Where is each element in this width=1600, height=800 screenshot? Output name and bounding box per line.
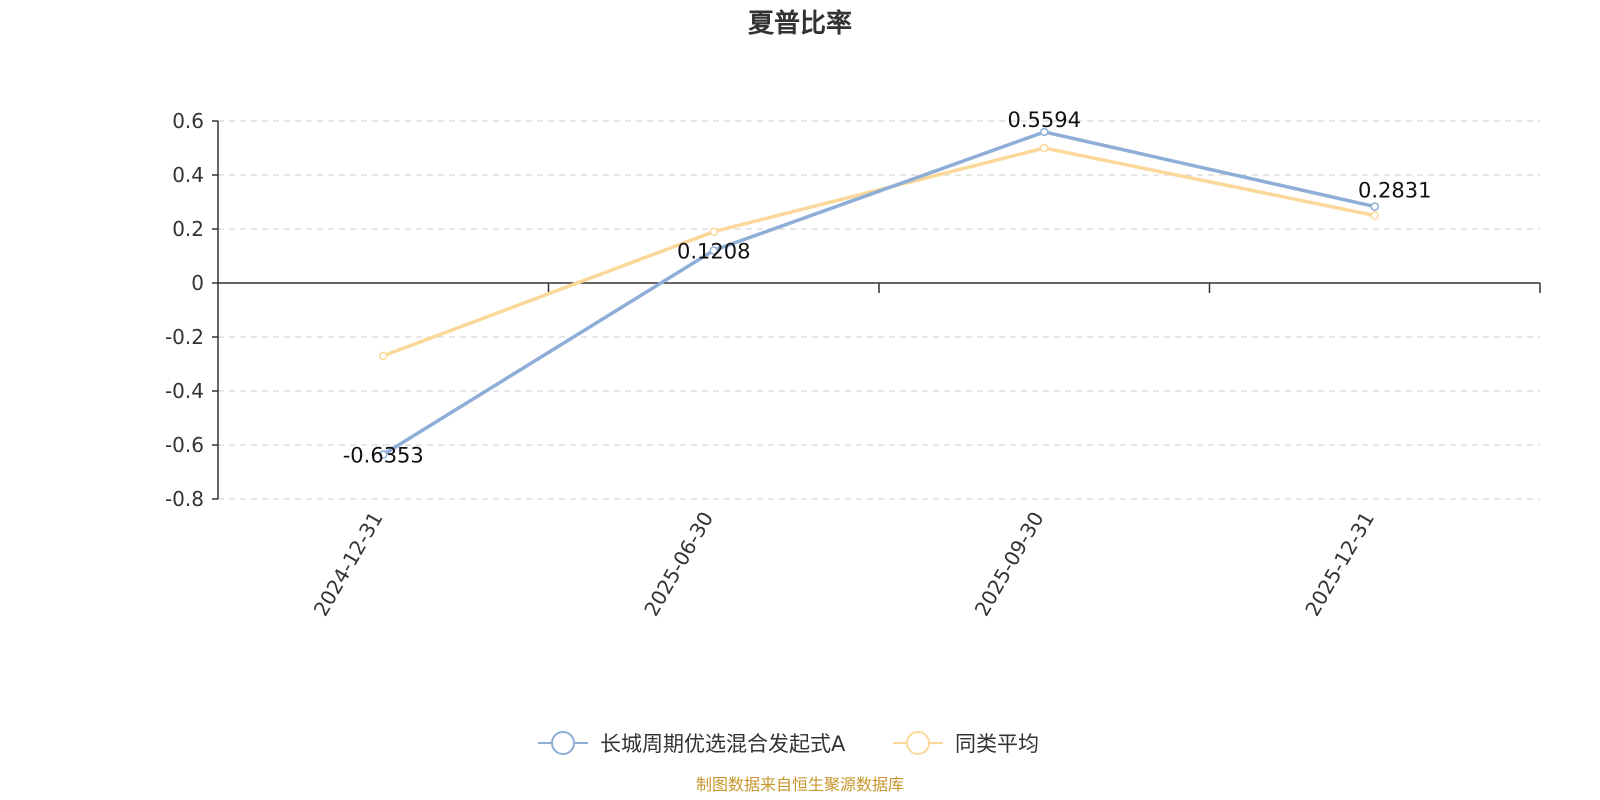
chart-title: 夏普比率 [748, 8, 852, 39]
legend-label: 长城周期优选混合发起式A [600, 732, 846, 756]
x-tick-label: 2025-06-30 [639, 508, 718, 621]
legend-item-1[interactable]: 同类平均 [893, 731, 1039, 756]
data-point [379, 351, 388, 361]
legend[interactable]: 长城周期优选混合发起式A 同类平均 [538, 731, 1039, 756]
series-lines [379, 127, 1379, 459]
y-tick-label: 0.4 [172, 163, 204, 187]
source-note: 制图数据来自恒生聚源数据库 [696, 775, 904, 794]
grid-lines [218, 120, 1540, 500]
x-tick-label: 2025-09-30 [970, 508, 1049, 621]
y-tick-label: -0.8 [165, 487, 204, 511]
series-line-1 [382, 146, 1376, 358]
x-axis-ticks: 2024-12-31 2025-06-30 2025-09-30 2025-12-31 [309, 283, 1541, 621]
legend-circle-icon [551, 731, 575, 755]
data-point [379, 450, 388, 459]
x-tick-label: 2024-12-31 [309, 508, 388, 621]
y-tick-label: -0.2 [165, 325, 204, 349]
data-label: -0.6353 [343, 444, 424, 468]
legend-item-0[interactable]: 长城周期优选混合发起式A [538, 731, 846, 756]
data-point [709, 227, 718, 236]
data-point [709, 246, 718, 255]
data-label: 0.1208 [677, 239, 750, 263]
axes [217, 121, 1540, 499]
y-tick-label: -0.6 [165, 433, 204, 457]
y-tick-label: 0.2 [172, 217, 204, 241]
y-tick-label: 0 [191, 271, 204, 295]
y-tick-label: -0.4 [165, 379, 204, 403]
data-point [1040, 127, 1049, 137]
y-axis-ticks: 0.6 0.4 0.2 0 -0.2 -0.4 -0.6 -0.8 [165, 109, 218, 511]
y-tick-label: 0.6 [172, 109, 204, 133]
legend-label: 同类平均 [955, 732, 1039, 756]
data-point [1370, 211, 1379, 220]
x-tick-label: 2025-12-31 [1300, 508, 1379, 621]
legend-circle-icon [906, 731, 930, 755]
data-label: 0.2831 [1358, 179, 1431, 203]
data-point [1040, 143, 1049, 153]
data-point [1370, 202, 1379, 211]
data-label: 0.5594 [1008, 108, 1081, 132]
series-line-0 [382, 130, 1376, 457]
data-labels: -0.6353 0.1208 0.5594 0.2831 [343, 108, 1432, 468]
